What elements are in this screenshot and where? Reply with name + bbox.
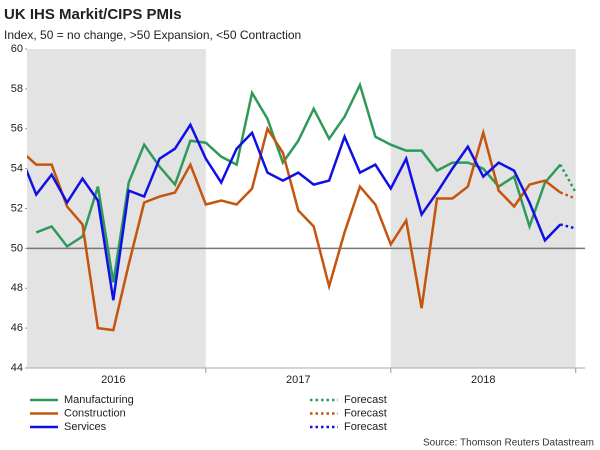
y-tick-label: 52	[11, 202, 23, 214]
x-tick-label: 2016	[101, 374, 125, 386]
y-tick-label: 54	[11, 163, 23, 175]
plot-lines	[27, 81, 577, 332]
y-tick-label: 46	[11, 322, 23, 334]
series-line	[27, 122, 562, 301]
y-tick-label: 50	[11, 242, 23, 254]
source-note: Source: Thomson Reuters Datastream	[423, 438, 594, 449]
legend-label: Forecast	[344, 407, 387, 419]
chart-subtitle: Index, 50 = no change, >50 Expansion, <5…	[4, 28, 301, 42]
y-tick-label: 48	[11, 282, 23, 294]
legend-label: Forecast	[344, 421, 387, 433]
chart-title: UK IHS Markit/CIPS PMIs	[4, 6, 182, 23]
legend-label: Services	[64, 421, 107, 433]
legend-label: Manufacturing	[64, 394, 134, 406]
legend-label: Forecast	[344, 394, 387, 406]
y-tick-label: 60	[11, 43, 23, 55]
year-shade	[390, 49, 576, 368]
y-tick-label: 56	[11, 123, 23, 135]
y-tick-label: 44	[11, 362, 23, 374]
y-tick-label: 58	[11, 83, 23, 95]
series-line	[560, 223, 577, 230]
x-tick-label: 2017	[286, 374, 310, 386]
x-tick-label: 2018	[471, 374, 495, 386]
series-line	[27, 125, 562, 332]
legend-label: Construction	[64, 407, 126, 419]
